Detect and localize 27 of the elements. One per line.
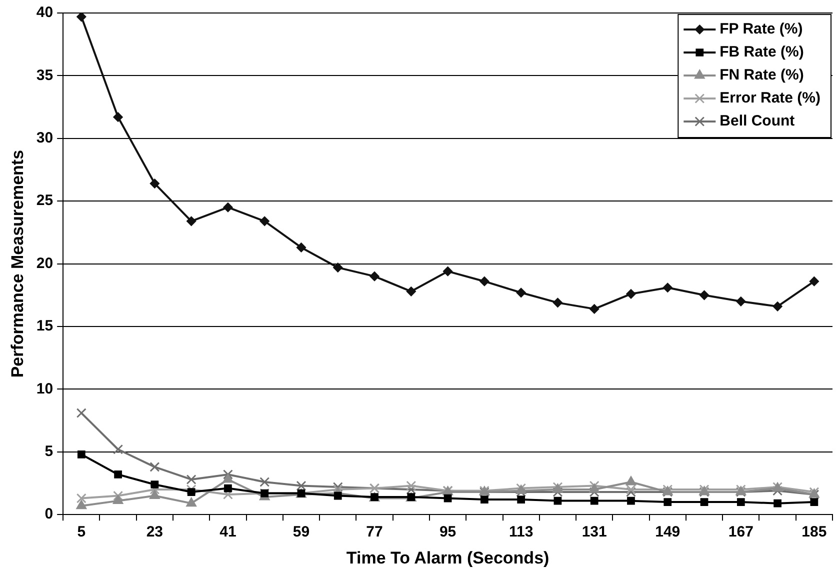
x-tick-label: 149 (655, 524, 680, 541)
y-axis-title: Performance Measurements (8, 150, 27, 378)
y-tick-label: 10 (36, 380, 54, 398)
x-tick-label: 185 (802, 524, 827, 541)
x-tick-label: 131 (582, 524, 607, 541)
y-tick-label: 40 (36, 4, 54, 22)
x-tick-label: 167 (728, 524, 754, 541)
legend-label: Bell Count (720, 112, 795, 130)
x-tick-label: 23 (146, 524, 164, 541)
x-tick-label: 41 (220, 524, 236, 541)
y-tick-label: 5 (44, 443, 54, 460)
x-axis-title: Time To Alarm (Seconds) (346, 548, 550, 568)
y-tick-label: 20 (36, 254, 54, 272)
x-tick-label: 77 (366, 524, 383, 541)
y-tick-label: 0 (44, 506, 54, 523)
legend-label: Error Rate (%) (720, 90, 821, 107)
y-tick-label: 30 (36, 130, 54, 147)
x-tick-label: 95 (439, 524, 456, 541)
legend-label: FB Rate (%) (720, 44, 804, 61)
x-tick-label: 113 (508, 524, 534, 541)
y-tick-label: 15 (36, 318, 54, 335)
x-tick-label: 5 (77, 524, 86, 541)
x-tick-label: 59 (292, 524, 310, 541)
y-tick-label: 25 (36, 192, 54, 210)
legend-label: FP Rate (%) (720, 20, 803, 38)
y-tick-label: 35 (36, 66, 54, 84)
legend-label: FN Rate (%) (720, 66, 804, 84)
